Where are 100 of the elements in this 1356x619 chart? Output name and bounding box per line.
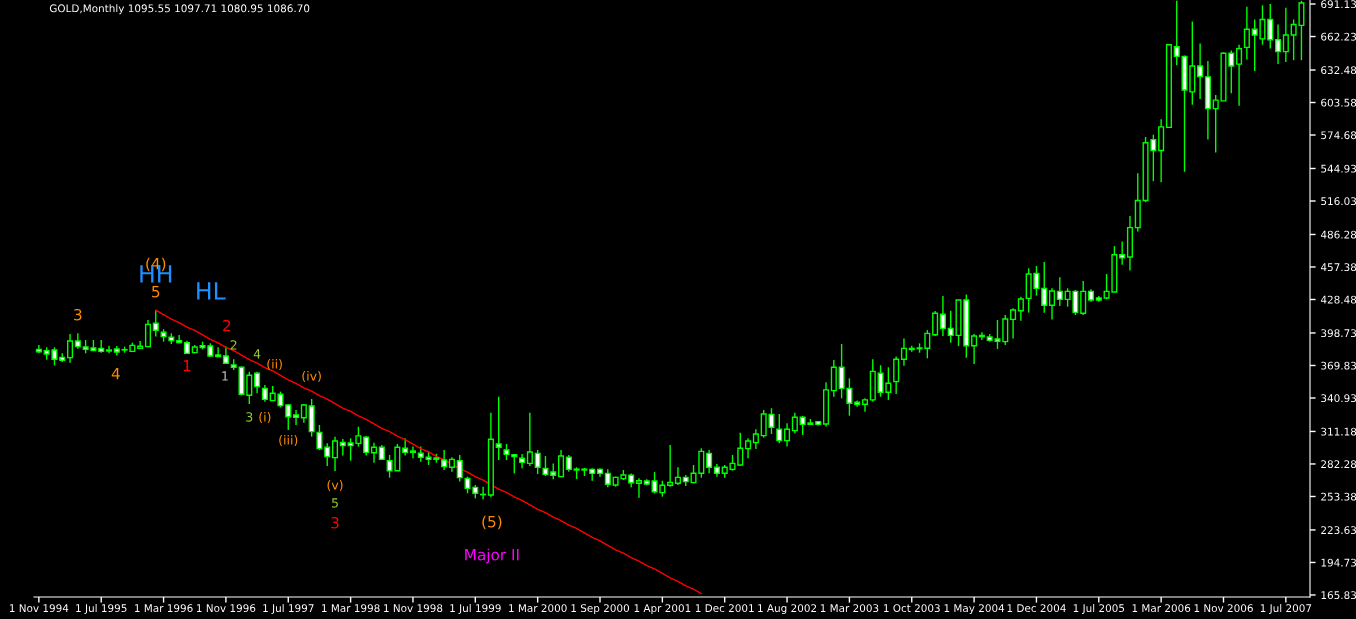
candlestick [900,337,907,367]
x-tick-label: 1 Dec 2004 [1007,604,1066,613]
y-tick-label: 398.73 [1321,329,1356,338]
x-tick-label: 1 Nov 2006 [1194,604,1253,613]
y-tick-label: 369.83 [1321,361,1356,370]
y-tick-label: 486.28 [1320,230,1356,239]
annotation: 5 [152,286,160,298]
annotation: 4 [111,368,120,380]
y-tick-label: 223.63 [1321,526,1356,535]
candlestick [1010,307,1017,340]
candlestick [1080,280,1087,316]
x-tick-label: 1 Mar 1996 [135,604,193,613]
annotation: (5) [482,515,502,530]
y-tick-label: 340.93 [1321,394,1356,403]
candlestick [1017,295,1024,322]
candlestick [526,411,533,467]
y-tick-label: 574.68 [1321,131,1356,140]
annotation: 1 [183,360,191,372]
y-tick-label: 544.93 [1321,164,1356,173]
candlestick [152,310,159,338]
annotation: 4 [253,349,261,359]
candlestick [706,449,713,474]
x-tick-label: 1 Mar 2003 [820,604,879,613]
y-tick-label: 194.73 [1321,558,1356,567]
chart-title: GOLD,Monthly 1095.55 1097.71 1080.95 1086.70 [49,4,310,15]
x-tick-label: 1 Nov 1996 [197,604,256,613]
candlestick [1056,276,1063,307]
annotation: (i) [259,411,271,424]
line-series [155,309,703,595]
candlestick [316,424,323,451]
candlestick [456,454,463,483]
candlestick [215,346,222,358]
candlestick [784,422,791,448]
candlestick [402,437,409,457]
y-tick-label: 428.48 [1320,295,1356,304]
y-tick-label: 691.13 [1321,0,1356,9]
annotation: 5 [332,498,338,508]
candlestick [1158,118,1165,184]
x-tick-label: 1 Mar 1998 [322,604,380,613]
y-tick-label: 311.18 [1321,427,1356,436]
candlestick [409,445,416,460]
x-tick-label: 1 Jul 1995 [76,603,127,614]
candlestick [791,411,798,435]
candlestick [324,442,331,467]
x-tick-label: 1 Dec 2001 [695,604,754,613]
candlestick [558,449,565,479]
candlestick [254,370,261,394]
candlestick [495,395,502,461]
annotation: HL [197,282,226,300]
candlestick [745,437,752,460]
annotation: 2 [230,340,237,350]
candlestick [441,449,448,471]
candlestick [1041,261,1048,314]
candlestick [776,413,783,445]
candlestick [1197,42,1204,100]
annotation: (iii) [279,434,298,447]
annotation: (ii) [267,358,282,371]
y-tick-label: 603.58 [1321,98,1356,107]
candlestick [667,444,674,488]
candlestick [137,340,144,350]
candlestick [339,438,346,457]
candlestick [370,441,378,464]
candlestick [293,409,300,426]
y-tick-label: 662.23 [1321,32,1356,41]
x-tick-label: 1 Mar 2000 [509,604,567,613]
candlestick [1275,23,1282,65]
candlestick [635,477,643,499]
candlestick [1049,287,1056,321]
y-tick-label: 282.28 [1321,460,1356,469]
candlestick [1243,6,1250,61]
y-tick-label: 165.83 [1321,591,1356,600]
candlestick [542,455,549,477]
candlestick [893,355,900,395]
candlestick [1282,7,1289,63]
annotation: (iv) [302,370,321,383]
annotation: Major II [465,548,519,564]
candlestick [144,319,152,348]
y-tick-label: 253.38 [1321,492,1356,501]
candlestick [363,435,370,457]
annotation: 2 [223,319,231,332]
annotation: 3 [331,516,339,529]
candlestick [939,295,946,337]
x-tick-label: 1 Nov 1994 [9,604,69,613]
annotation: 1 [222,371,228,381]
candlestick [67,333,74,364]
candlestick [932,310,939,337]
candlestick [830,359,837,398]
annotation: 3 [74,308,82,321]
x-tick-label: 1 Jul 1997 [263,603,314,614]
candlestick [1267,3,1274,50]
candlestick [1236,43,1243,107]
y-tick-label: 516.03 [1321,197,1356,206]
annotation: (v) [327,479,343,492]
x-tick-label: 1 Aug 2002 [758,604,817,615]
annotation: 3 [246,412,253,422]
x-tick-label: 1 Apr 2001 [634,604,691,615]
candlestick [534,449,541,475]
y-tick-label: 457.38 [1320,263,1356,272]
x-tick-label: 1 Jul 2005 [1073,603,1125,614]
x-tick-label: 1 Jul 1999 [450,603,501,614]
